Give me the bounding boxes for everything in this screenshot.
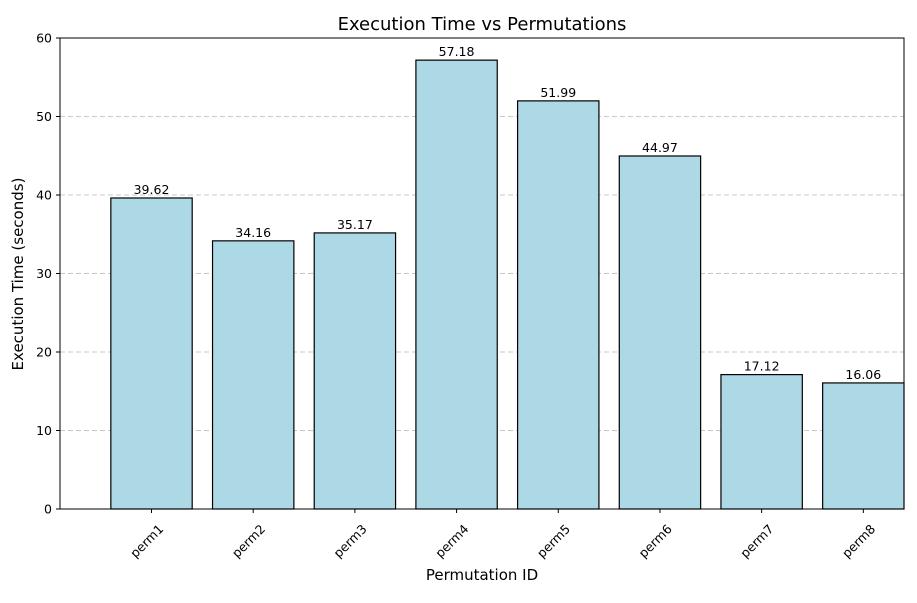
x-tick-label-perm4: perm4 <box>432 521 471 560</box>
data-label-perm2: 34.16 <box>235 225 271 240</box>
y-axis-ticks: 0 10 20 30 40 50 60 <box>36 31 60 517</box>
y-axis-label: Execution Time (seconds) <box>9 178 27 371</box>
chart-title: Execution Time vs Permutations <box>338 14 627 35</box>
bars <box>110 59 905 510</box>
y-tick-label: 30 <box>36 266 52 281</box>
y-tick-label: 50 <box>36 109 52 124</box>
y-tick-label: 0 <box>44 502 52 517</box>
bar-perm1 <box>110 197 193 510</box>
bar-perm2 <box>211 240 295 510</box>
x-tick-label-perm8: perm8 <box>839 521 878 560</box>
data-label-perm1: 39.62 <box>134 182 170 197</box>
data-label-perm8: 16.06 <box>845 367 881 382</box>
data-label-perm7: 17.12 <box>744 359 780 374</box>
bar-perm8 <box>822 382 905 510</box>
x-tick-label-perm5: perm5 <box>534 521 573 560</box>
x-tick-label-perm6: perm6 <box>635 521 674 560</box>
x-axis-ticks: perm1 perm2 perm3 perm4 perm5 perm6 perm7 perm8 <box>127 509 878 561</box>
data-label-perm3: 35.17 <box>337 217 373 232</box>
plot-frame <box>59 37 905 510</box>
x-tick-label-perm2: perm2 <box>229 521 268 560</box>
y-tick-label: 40 <box>36 188 52 203</box>
bar-perm5 <box>516 100 600 510</box>
data-label-perm4: 57.18 <box>439 44 475 59</box>
y-tick-label: 60 <box>36 31 52 46</box>
bar-perm6 <box>618 155 702 510</box>
data-label-perm5: 51.99 <box>540 85 576 100</box>
x-tick-label-perm7: perm7 <box>737 521 776 560</box>
x-axis-label: Permutation ID <box>426 566 538 584</box>
y-tick-label: 10 <box>36 423 52 438</box>
bar-perm4 <box>415 59 498 510</box>
x-tick-label-perm3: perm3 <box>330 521 369 560</box>
x-tick-label-perm1: perm1 <box>127 521 166 560</box>
grid-lines <box>60 116 904 431</box>
data-label-perm6: 44.97 <box>642 140 678 155</box>
y-tick-label: 20 <box>36 345 52 360</box>
bar-perm3 <box>313 232 397 510</box>
bar-perm7 <box>720 374 803 510</box>
data-labels: 39.62 34.16 35.17 57.18 51.99 44.97 17.12 16.06 <box>134 44 882 382</box>
